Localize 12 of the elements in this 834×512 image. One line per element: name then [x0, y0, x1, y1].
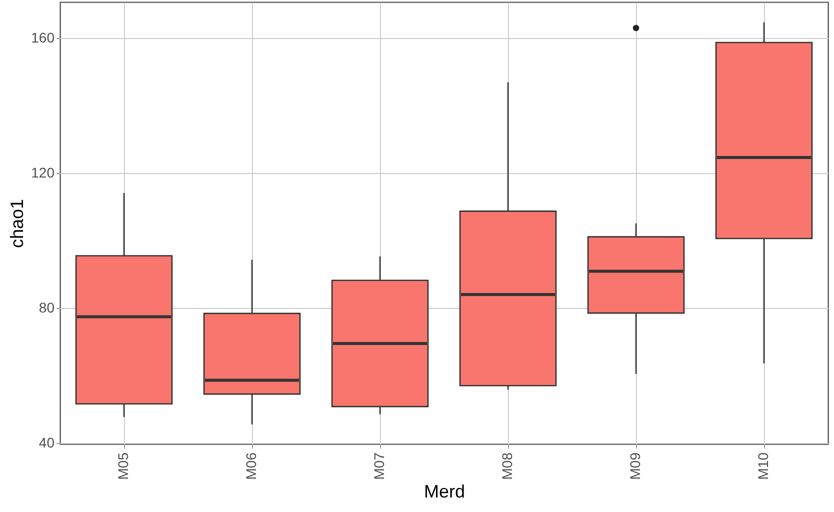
x-tick-label: M10 [755, 452, 771, 480]
y-tick-label: 160 [31, 30, 55, 46]
y-axis-title: chao1 [7, 198, 28, 248]
y-tick-label: 80 [38, 300, 55, 316]
x-axis-title: Merd [424, 482, 466, 502]
x-tick-label: M08 [499, 452, 515, 480]
x-tick-label: M09 [627, 452, 643, 480]
y-tick-label: 40 [38, 434, 55, 450]
x-tick-label: M05 [115, 452, 131, 480]
y-tick-label: 120 [31, 164, 55, 181]
x-tick-label: M07 [371, 452, 387, 480]
x-tick-label: M06 [243, 452, 259, 480]
